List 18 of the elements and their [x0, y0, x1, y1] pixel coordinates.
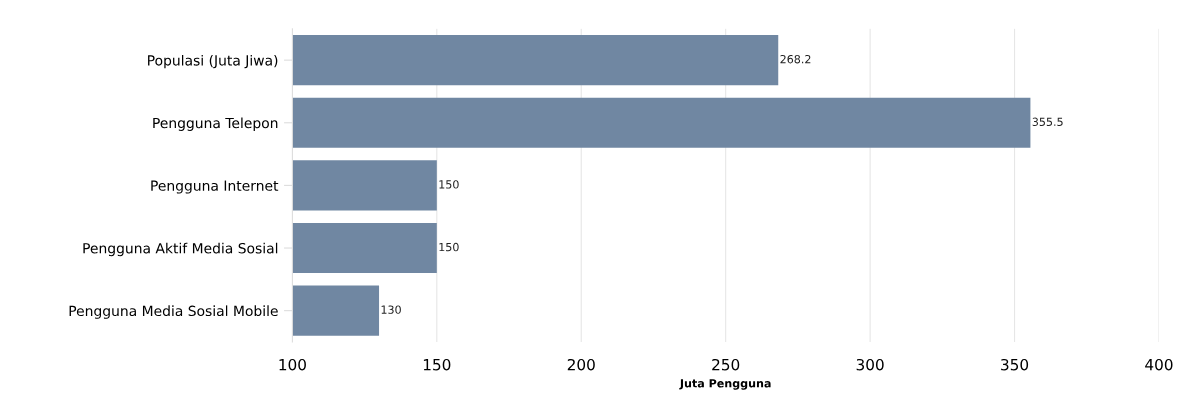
- y-tick-label: Pengguna Internet: [151, 180, 279, 194]
- data-label: 150: [439, 242, 459, 252]
- y-tick-label: Populasi (Juta Jiwa): [148, 54, 278, 69]
- x-tick-label: 250: [712, 358, 740, 371]
- data-label: 130: [381, 305, 401, 314]
- y-tick-label: Pengguna Media Sosial Mobile: [69, 305, 278, 319]
- x-tick-label: 200: [567, 358, 595, 371]
- x-tick-label: 300: [856, 358, 884, 371]
- y-tick-label: Pengguna Aktif Media Sosial: [83, 242, 278, 257]
- y-tick-label: Pengguna Telepon: [153, 117, 278, 131]
- x-tick-label: 100: [279, 358, 306, 371]
- data-label: 150: [439, 180, 459, 189]
- data-label: 268.2: [780, 54, 811, 64]
- x-axis-title: Juta Pengguna: [679, 379, 771, 390]
- data-label: 355.5: [1032, 117, 1063, 126]
- x-tick-label: 350: [1001, 358, 1029, 371]
- x-tick-label: 400: [1145, 358, 1173, 371]
- x-tick-label: 150: [423, 358, 451, 371]
